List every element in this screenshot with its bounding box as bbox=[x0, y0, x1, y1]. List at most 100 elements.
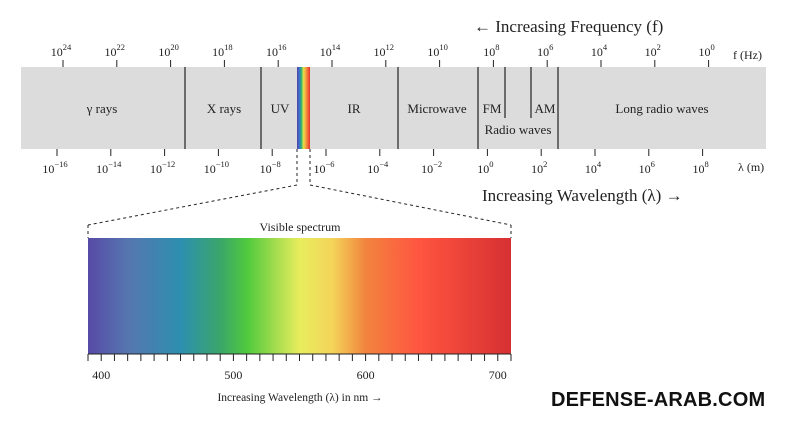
spectrum-band-background bbox=[21, 67, 766, 149]
tick-base: 10 bbox=[260, 162, 272, 176]
frequency-tick-label: 108 bbox=[483, 42, 499, 59]
band-label-radio-waves: Radio waves bbox=[485, 122, 552, 137]
visible-axis-label: Increasing Wavelength (λ) in nm → bbox=[217, 392, 382, 404]
tick-exponent: 4 bbox=[597, 159, 602, 169]
tick-exponent: 6 bbox=[651, 159, 655, 169]
tick-base: 10 bbox=[320, 45, 332, 59]
tick-exponent: −10 bbox=[216, 159, 229, 169]
tick-exponent: 0 bbox=[710, 42, 714, 52]
visible-major-tick-label: 600 bbox=[357, 368, 375, 382]
wavelength-unit-label: λ (m) bbox=[738, 160, 764, 174]
visible-strip bbox=[297, 67, 310, 149]
tick-base: 10 bbox=[42, 162, 54, 176]
tick-exponent: 2 bbox=[543, 159, 547, 169]
tick-base: 10 bbox=[537, 45, 549, 59]
frequency-tick-labels: 1024 1022 1020 1018 1016 1014 1012 1010 108 106 10… bbox=[51, 42, 715, 67]
frequency-tick-label: 104 bbox=[591, 42, 608, 59]
tick-exponent: 12 bbox=[386, 42, 395, 52]
wavelength-tick-label: 100 bbox=[477, 159, 493, 176]
tick-base: 10 bbox=[150, 162, 162, 176]
frequency-tick-label: 1010 bbox=[427, 42, 448, 59]
frequency-axis-title: ← Increasing Frequency (f) bbox=[474, 17, 663, 36]
wavelength-tick-label: 10−6 bbox=[313, 159, 334, 176]
frequency-tick-label: 1012 bbox=[374, 42, 395, 59]
tick-base: 10 bbox=[477, 162, 489, 176]
frequency-tick-label: 1016 bbox=[266, 42, 287, 59]
band-label-microwave: Microwave bbox=[407, 101, 466, 116]
tick-exponent: 16 bbox=[278, 42, 287, 52]
visible-major-tick-label: 700 bbox=[489, 368, 507, 382]
wavelength-tick-label: 10−4 bbox=[367, 159, 389, 176]
tick-base: 10 bbox=[585, 162, 597, 176]
watermark-text: DEFENSE-ARAB.COM bbox=[551, 389, 766, 411]
visible-axis-ticks: 400 500 600 700 bbox=[87, 354, 512, 382]
tick-exponent: −6 bbox=[325, 159, 334, 169]
tick-base: 10 bbox=[692, 162, 704, 176]
tick-exponent: 6 bbox=[549, 42, 553, 52]
tick-base: 10 bbox=[212, 45, 224, 59]
tick-exponent: −14 bbox=[108, 159, 122, 169]
tick-exponent: 4 bbox=[603, 42, 608, 52]
wavelength-tick-label: 102 bbox=[531, 159, 547, 176]
frequency-tick-label: 1020 bbox=[158, 42, 179, 59]
band-label-long-radio: Long radio waves bbox=[615, 101, 708, 116]
tick-base: 10 bbox=[158, 45, 170, 59]
tick-exponent: −12 bbox=[162, 159, 175, 169]
frequency-tick-label: 106 bbox=[537, 42, 553, 59]
tick-exponent: 2 bbox=[657, 42, 661, 52]
tick-base: 10 bbox=[645, 45, 657, 59]
wavelength-tick-label: 106 bbox=[639, 159, 655, 176]
visible-spectrum-title: Visible spectrum bbox=[260, 220, 342, 234]
tick-exponent: 0 bbox=[489, 159, 493, 169]
wavelength-tick-label: 104 bbox=[585, 159, 602, 176]
tick-base: 10 bbox=[96, 162, 108, 176]
zoom-connector bbox=[87, 149, 512, 238]
tick-base: 10 bbox=[531, 162, 543, 176]
tick-base: 10 bbox=[639, 162, 651, 176]
tick-exponent: 24 bbox=[63, 42, 72, 52]
frequency-tick-label: 100 bbox=[698, 42, 714, 59]
frequency-tick-label: 1022 bbox=[105, 42, 126, 59]
wavelength-axis-title: Increasing Wavelength (λ) → bbox=[482, 186, 683, 205]
tick-base: 10 bbox=[421, 162, 433, 176]
band-label-ir: IR bbox=[348, 101, 361, 116]
tick-base: 10 bbox=[204, 162, 216, 176]
tick-exponent: 14 bbox=[332, 42, 341, 52]
wavelength-tick-label: 10−14 bbox=[96, 159, 122, 176]
tick-base: 10 bbox=[483, 45, 495, 59]
band-label-xray: X rays bbox=[207, 101, 241, 116]
tick-base: 10 bbox=[105, 45, 117, 59]
frequency-tick-label: 1014 bbox=[320, 42, 341, 59]
zoom-right-diagonal bbox=[309, 184, 512, 226]
band-label-am: AM bbox=[535, 101, 556, 116]
frequency-tick-label: 1024 bbox=[51, 42, 72, 59]
visible-spectrum-gradient bbox=[88, 238, 511, 354]
band-label-gamma: γ rays bbox=[86, 101, 118, 116]
zoom-left-diagonal bbox=[87, 184, 298, 226]
tick-exponent: −8 bbox=[272, 159, 281, 169]
tick-exponent: −4 bbox=[379, 159, 389, 169]
tick-exponent: 20 bbox=[170, 42, 179, 52]
tick-exponent: −16 bbox=[54, 159, 67, 169]
band-label-uv: UV bbox=[271, 101, 290, 116]
tick-exponent: −2 bbox=[433, 159, 442, 169]
tick-base: 10 bbox=[313, 162, 325, 176]
wavelength-tick-label: 10−2 bbox=[421, 159, 442, 176]
tick-base: 10 bbox=[374, 45, 386, 59]
band-dividers bbox=[184, 67, 559, 149]
wavelength-tick-label: 10−10 bbox=[204, 159, 229, 176]
tick-exponent: 22 bbox=[117, 42, 126, 52]
frequency-unit-label: f (Hz) bbox=[733, 48, 762, 62]
wavelength-tick-label: 10−8 bbox=[260, 159, 281, 176]
tick-exponent: 8 bbox=[495, 42, 499, 52]
wavelength-tick-labels: 10−16 10−14 10−12 10−10 10−8 10−6 10−4 10−2 100 1… bbox=[42, 149, 709, 176]
visible-major-tick-label: 500 bbox=[224, 368, 242, 382]
tick-base: 10 bbox=[591, 45, 603, 59]
tick-base: 10 bbox=[698, 45, 710, 59]
tick-exponent: 10 bbox=[439, 42, 448, 52]
tick-exponent: 18 bbox=[224, 42, 233, 52]
frequency-tick-label: 1018 bbox=[212, 42, 233, 59]
tick-base: 10 bbox=[51, 45, 63, 59]
wavelength-tick-label: 108 bbox=[692, 159, 708, 176]
tick-base: 10 bbox=[427, 45, 439, 59]
